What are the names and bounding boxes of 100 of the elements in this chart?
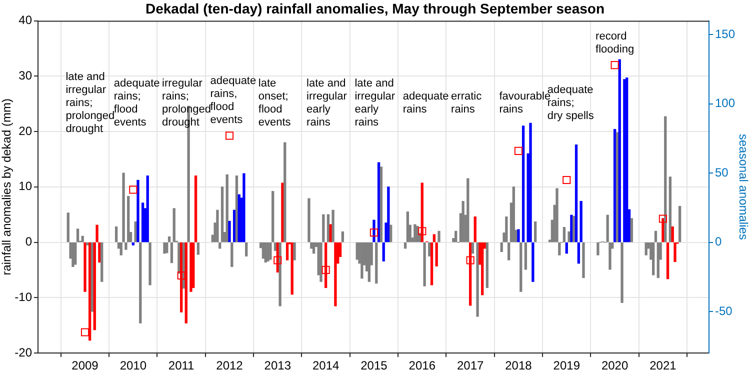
- y-tick-label: 40: [18, 13, 32, 28]
- bar: [220, 186, 224, 242]
- bar: [626, 78, 628, 242]
- bar: [141, 202, 144, 242]
- bar: [565, 242, 568, 254]
- bar: [81, 236, 84, 242]
- bar: [136, 180, 140, 242]
- point: [562, 176, 571, 184]
- y-tick-label: 30: [18, 68, 32, 82]
- bar: [232, 210, 236, 242]
- y2-tick-label: 0: [715, 234, 722, 249]
- bar: [326, 214, 330, 242]
- y2-axis-title: seasonal anomalies: [736, 134, 750, 240]
- bar: [596, 242, 600, 256]
- bar: [481, 242, 484, 296]
- y2-tick-label: -50: [715, 304, 733, 318]
- bar: [284, 142, 286, 242]
- bar: [420, 182, 424, 242]
- point: [370, 228, 378, 237]
- x-tick-label: 2017: [456, 358, 484, 371]
- annotation: late and irregular rains; prolonged drought: [66, 71, 115, 136]
- bar: [230, 242, 234, 267]
- bar: [520, 242, 522, 292]
- bar: [163, 242, 166, 254]
- y-tick-label: 20: [18, 124, 32, 138]
- annotation: adequate rains: [402, 90, 449, 116]
- bar: [166, 242, 168, 254]
- bar: [471, 242, 474, 254]
- bar: [404, 242, 407, 249]
- bar: [312, 242, 316, 254]
- bar: [466, 178, 470, 242]
- point: [658, 214, 667, 223]
- bar: [428, 242, 431, 256]
- bar: [90, 242, 94, 312]
- bar: [139, 242, 142, 324]
- bar: [668, 176, 672, 242]
- bar: [406, 211, 410, 242]
- bar: [562, 226, 566, 242]
- bar: [76, 228, 80, 242]
- bar: [630, 218, 633, 242]
- bar: [380, 166, 383, 242]
- bar: [132, 242, 134, 246]
- annotation: record flooding: [596, 30, 634, 56]
- bar: [517, 229, 520, 242]
- x-tick-label: 2019: [553, 358, 580, 371]
- bar: [281, 182, 284, 242]
- x-tick-label: 2020: [601, 358, 628, 371]
- bar: [414, 224, 416, 242]
- bar: [664, 116, 667, 242]
- bar: [372, 220, 376, 242]
- bar: [235, 175, 238, 242]
- bar: [100, 242, 104, 282]
- y-tick-label: -10: [14, 290, 32, 304]
- bar: [341, 231, 344, 242]
- bar: [190, 242, 192, 292]
- point: [322, 266, 330, 274]
- bar: [468, 242, 472, 306]
- y-tick-label: -20: [14, 345, 32, 360]
- bar: [580, 200, 582, 242]
- bar: [435, 242, 438, 266]
- bar: [196, 242, 200, 255]
- bar: [438, 230, 440, 242]
- bar: [146, 175, 149, 242]
- bar: [620, 242, 624, 303]
- bar: [84, 242, 86, 292]
- x-tick-label: 2011: [168, 358, 195, 371]
- bar: [148, 242, 152, 286]
- bar: [534, 221, 537, 242]
- bar: [654, 230, 658, 242]
- bar: [192, 242, 195, 288]
- x-tick-label: 2010: [120, 358, 147, 371]
- bar: [324, 242, 328, 288]
- point: [418, 227, 426, 236]
- annotation: adequate rains; flood events: [114, 78, 160, 129]
- bar: [286, 242, 289, 260]
- bar: [568, 231, 570, 242]
- bar: [274, 242, 277, 251]
- x-tick-label: 2021: [650, 358, 677, 371]
- bar: [512, 186, 515, 242]
- bar: [375, 242, 378, 284]
- bar: [582, 242, 585, 278]
- x-tick-label: 2009: [72, 358, 99, 371]
- y2-tick-label: 100: [715, 96, 736, 110]
- bar: [432, 234, 436, 242]
- bar: [168, 236, 171, 242]
- bar: [245, 242, 248, 256]
- bar: [474, 216, 476, 242]
- x-tick-label: 2015: [360, 358, 388, 371]
- bar: [623, 79, 626, 242]
- point: [225, 132, 234, 140]
- bar: [423, 242, 426, 286]
- y2-tick-label: 50: [715, 165, 729, 180]
- x-tick-label: 2018: [505, 358, 532, 371]
- annotation: adequate rains, flood events: [210, 75, 256, 126]
- y-tick-label: 0: [25, 234, 32, 249]
- y-axis-title: rainfall anomalies by dekad (mm): [0, 98, 14, 276]
- annotation: erratic rains: [451, 90, 482, 116]
- bar: [613, 128, 616, 242]
- point: [274, 256, 282, 264]
- x-tick-label: 2014: [312, 358, 340, 371]
